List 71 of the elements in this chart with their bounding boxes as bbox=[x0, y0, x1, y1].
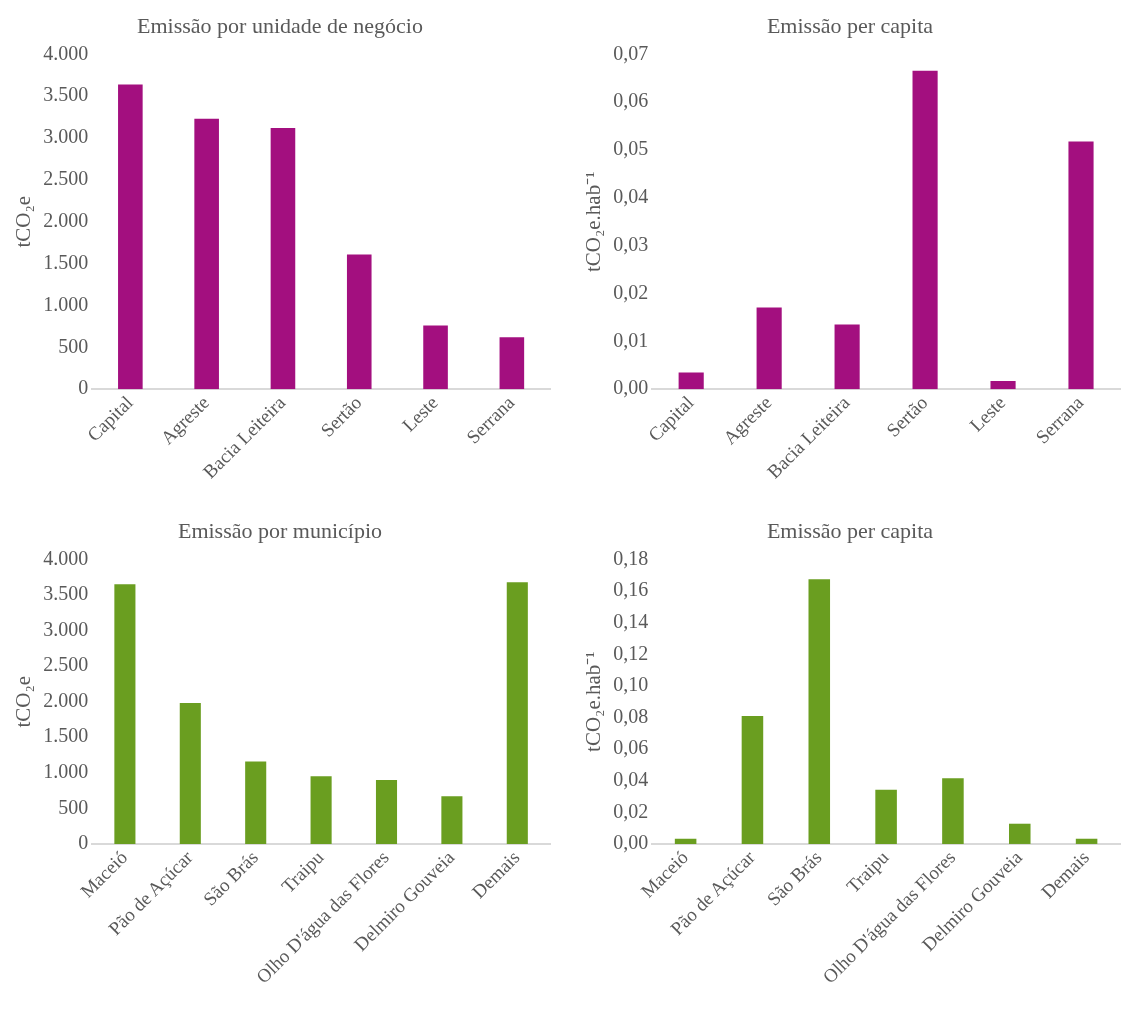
chart-title: Emissão por unidade de negócio bbox=[137, 12, 423, 38]
y-tick-label: 1.500 bbox=[43, 724, 89, 747]
y-tick-label: 0,12 bbox=[613, 641, 649, 664]
bar bbox=[270, 128, 296, 390]
bar bbox=[674, 838, 697, 844]
y-tick-label: 0,16 bbox=[613, 578, 649, 601]
bar bbox=[1008, 823, 1031, 844]
y-tick-label: 0,06 bbox=[613, 89, 649, 112]
chart-title: Emissão per capita bbox=[766, 12, 934, 38]
y-tick-label: 1.000 bbox=[43, 292, 89, 315]
y-tick-label: 0,18 bbox=[613, 546, 649, 569]
bar bbox=[834, 324, 860, 390]
y-tick-label: 4.000 bbox=[43, 41, 89, 64]
y-tick-label: 1.000 bbox=[43, 760, 89, 783]
y-axis-title: tCO₂e.hab⁻¹ bbox=[581, 171, 606, 273]
bar bbox=[194, 118, 219, 390]
chart-title: Emissão per capita bbox=[766, 517, 934, 543]
y-tick-label: 3.500 bbox=[43, 582, 89, 605]
bar bbox=[942, 778, 964, 844]
bar bbox=[808, 579, 831, 844]
y-tick-label: 0,07 bbox=[613, 41, 649, 64]
y-tick-label: 0,04 bbox=[613, 767, 649, 790]
bar bbox=[375, 779, 398, 844]
y-tick-label: 0,02 bbox=[613, 280, 649, 303]
y-axis-title: tCO₂e bbox=[11, 675, 36, 728]
y-tick-label: 4.000 bbox=[43, 546, 89, 569]
bar bbox=[118, 84, 143, 390]
y-tick-label: 0,00 bbox=[613, 376, 649, 399]
x-tick-label: São Brás bbox=[199, 846, 263, 910]
y-axis-title: tCO₂e.hab⁻¹ bbox=[581, 651, 606, 752]
bar bbox=[741, 715, 764, 844]
y-tick-label: 500 bbox=[58, 795, 89, 818]
y-tick-label: 0,05 bbox=[613, 137, 649, 160]
bar bbox=[756, 307, 782, 390]
x-tick-label: São Brás bbox=[762, 846, 826, 910]
bar bbox=[499, 337, 525, 390]
y-tick-label: 2.500 bbox=[43, 653, 89, 676]
y-tick-label: 0,02 bbox=[613, 799, 649, 822]
bar bbox=[1075, 838, 1098, 844]
y-tick-label: 500 bbox=[58, 334, 89, 357]
bar bbox=[506, 582, 528, 844]
y-tick-label: 3.500 bbox=[43, 83, 89, 106]
bar bbox=[912, 70, 938, 390]
y-tick-label: 2.500 bbox=[43, 167, 89, 190]
y-tick-label: 0,08 bbox=[613, 704, 649, 727]
chart-title: Emissão por município bbox=[177, 517, 383, 543]
y-tick-label: 2.000 bbox=[43, 688, 89, 711]
bar bbox=[1068, 141, 1094, 390]
y-tick-label: 3.000 bbox=[43, 125, 89, 148]
bar bbox=[875, 789, 897, 844]
bar bbox=[346, 254, 372, 390]
bar bbox=[990, 381, 1016, 390]
bar bbox=[310, 776, 332, 844]
y-tick-label: 0,14 bbox=[613, 609, 649, 632]
y-tick-label: 2.000 bbox=[43, 209, 89, 232]
y-tick-label: 0,04 bbox=[613, 185, 649, 208]
y-tick-label: 0 bbox=[78, 376, 89, 399]
y-tick-label: 0,10 bbox=[613, 673, 649, 696]
bar bbox=[441, 796, 463, 844]
bar bbox=[678, 372, 704, 390]
bar bbox=[179, 703, 201, 844]
bar bbox=[423, 325, 448, 390]
y-tick-label: 0,06 bbox=[613, 736, 649, 759]
bar bbox=[114, 584, 136, 844]
y-tick-label: 0,01 bbox=[613, 328, 649, 351]
y-tick-label: 1.500 bbox=[43, 250, 89, 273]
y-axis-title: tCO₂e bbox=[11, 195, 36, 248]
y-tick-label: 0,03 bbox=[613, 232, 649, 255]
y-tick-label: 3.000 bbox=[43, 617, 89, 640]
bar bbox=[245, 761, 267, 844]
y-tick-label: 0 bbox=[78, 831, 89, 854]
